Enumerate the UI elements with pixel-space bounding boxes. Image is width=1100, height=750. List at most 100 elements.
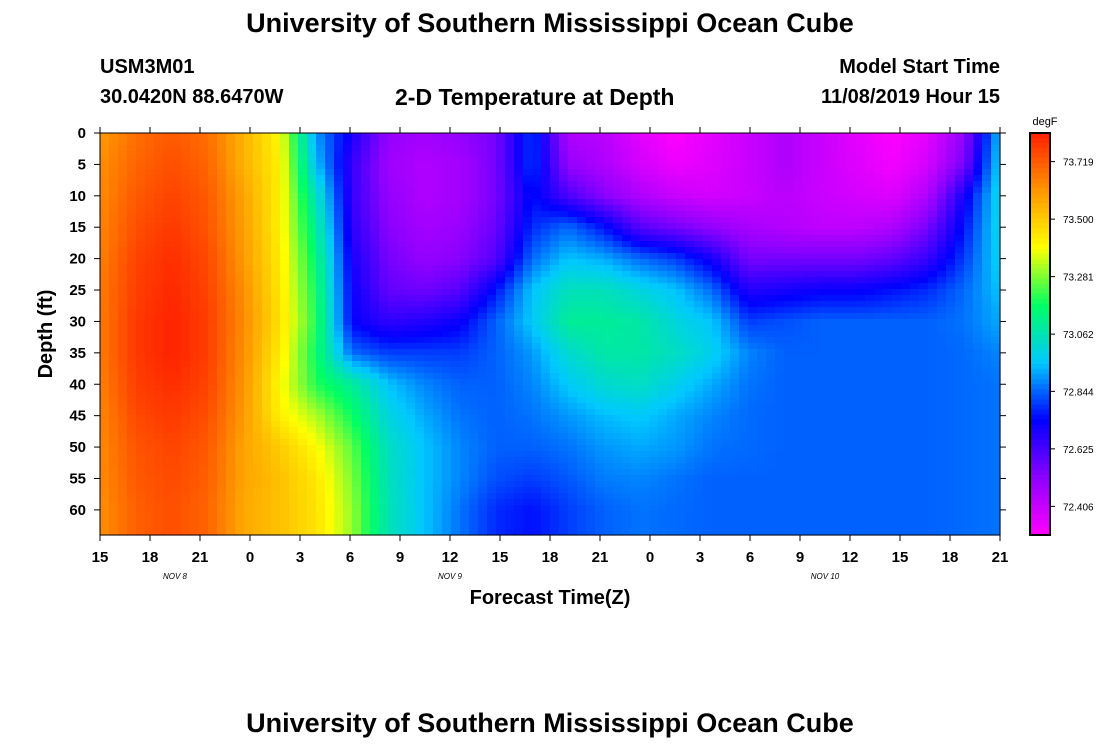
heatmap-cell bbox=[604, 265, 614, 272]
heatmap-cell bbox=[478, 295, 488, 302]
heatmap-cell bbox=[334, 391, 344, 398]
heatmap-cell bbox=[136, 499, 146, 506]
heatmap-cell bbox=[388, 133, 398, 140]
heatmap-cell bbox=[145, 379, 155, 386]
heatmap-cell bbox=[217, 343, 227, 350]
heatmap-cell bbox=[460, 295, 470, 302]
heatmap-cell bbox=[298, 289, 308, 296]
heatmap-cell bbox=[163, 505, 173, 512]
heatmap-cell bbox=[469, 187, 479, 194]
heatmap-cell bbox=[145, 487, 155, 494]
heatmap-cell bbox=[469, 505, 479, 512]
heatmap-cell bbox=[460, 265, 470, 272]
heatmap-cell bbox=[289, 265, 299, 272]
heatmap-cell bbox=[352, 523, 362, 530]
heatmap-cell bbox=[703, 487, 713, 494]
heatmap-cell bbox=[352, 373, 362, 380]
heatmap-cell bbox=[442, 277, 452, 284]
heatmap-cell bbox=[568, 253, 578, 260]
heatmap-cell bbox=[415, 499, 425, 506]
heatmap-cell bbox=[244, 439, 254, 446]
heatmap-cell bbox=[586, 415, 596, 422]
heatmap-cell bbox=[361, 157, 371, 164]
heatmap-cell bbox=[703, 271, 713, 278]
heatmap-cell bbox=[325, 373, 335, 380]
heatmap-cell bbox=[550, 433, 560, 440]
heatmap-cell bbox=[118, 445, 128, 452]
heatmap-cell bbox=[442, 133, 452, 140]
heatmap-cell bbox=[604, 451, 614, 458]
heatmap-cell bbox=[343, 517, 353, 524]
heatmap-cell bbox=[640, 283, 650, 290]
heatmap-cell bbox=[280, 259, 290, 266]
heatmap-cell bbox=[424, 367, 434, 374]
heatmap-cell bbox=[397, 181, 407, 188]
heatmap-cell bbox=[280, 217, 290, 224]
heatmap-cell bbox=[586, 421, 596, 428]
heatmap-cell bbox=[442, 373, 452, 380]
heatmap-cell bbox=[388, 163, 398, 170]
heatmap-cell bbox=[595, 463, 605, 470]
heatmap-cell bbox=[217, 511, 227, 518]
heatmap-cell bbox=[307, 481, 317, 488]
heatmap-cell bbox=[766, 139, 776, 146]
heatmap-cell bbox=[271, 523, 281, 530]
heatmap-cell bbox=[523, 469, 533, 476]
heatmap-cell bbox=[181, 265, 191, 272]
heatmap-cell bbox=[100, 331, 110, 338]
heatmap-cell bbox=[307, 475, 317, 482]
heatmap-cell bbox=[703, 445, 713, 452]
heatmap-cell bbox=[334, 277, 344, 284]
heatmap-cell bbox=[415, 193, 425, 200]
heatmap-cell bbox=[388, 289, 398, 296]
heatmap-cell bbox=[100, 493, 110, 500]
heatmap-cell bbox=[586, 343, 596, 350]
heatmap-cell bbox=[766, 223, 776, 230]
heatmap-cell bbox=[496, 421, 506, 428]
heatmap-cell bbox=[136, 187, 146, 194]
heatmap-cell bbox=[109, 481, 119, 488]
heatmap-cell bbox=[397, 301, 407, 308]
heatmap-cell bbox=[523, 277, 533, 284]
heatmap-cell bbox=[100, 421, 110, 428]
heatmap-cell bbox=[649, 319, 659, 326]
heatmap-cell bbox=[559, 367, 569, 374]
heatmap-cell bbox=[568, 361, 578, 368]
heatmap-cell bbox=[163, 355, 173, 362]
heatmap-cell bbox=[361, 505, 371, 512]
heatmap-cell bbox=[424, 181, 434, 188]
heatmap-cell bbox=[442, 217, 452, 224]
heatmap-cell bbox=[433, 469, 443, 476]
heatmap-cell bbox=[559, 133, 569, 140]
heatmap-cell bbox=[685, 235, 695, 242]
heatmap-cell bbox=[361, 439, 371, 446]
heatmap-cell bbox=[298, 385, 308, 392]
heatmap-cell bbox=[370, 277, 380, 284]
heatmap-cell bbox=[478, 373, 488, 380]
heatmap-cell bbox=[316, 181, 326, 188]
heatmap-cell bbox=[676, 253, 686, 260]
heatmap-cell bbox=[280, 193, 290, 200]
heatmap-cell bbox=[415, 289, 425, 296]
heatmap-cell bbox=[154, 379, 164, 386]
heatmap-cell bbox=[118, 325, 128, 332]
heatmap-cell bbox=[676, 301, 686, 308]
heatmap-cell bbox=[163, 361, 173, 368]
heatmap-cell bbox=[757, 235, 767, 242]
heatmap-cell bbox=[523, 439, 533, 446]
heatmap-cell bbox=[433, 331, 443, 338]
heatmap-cell bbox=[505, 211, 515, 218]
heatmap-cell bbox=[199, 145, 209, 152]
heatmap-cell bbox=[172, 487, 182, 494]
heatmap-cell bbox=[325, 481, 335, 488]
heatmap-cell bbox=[226, 349, 236, 356]
heatmap-cell bbox=[676, 157, 686, 164]
heatmap-cell bbox=[550, 409, 560, 416]
heatmap-cell bbox=[262, 223, 272, 230]
heatmap-cell bbox=[667, 415, 677, 422]
heatmap-cell bbox=[487, 301, 497, 308]
heatmap-cell bbox=[271, 415, 281, 422]
heatmap-cell bbox=[442, 181, 452, 188]
heatmap-cell bbox=[532, 505, 542, 512]
heatmap-cell bbox=[721, 409, 731, 416]
